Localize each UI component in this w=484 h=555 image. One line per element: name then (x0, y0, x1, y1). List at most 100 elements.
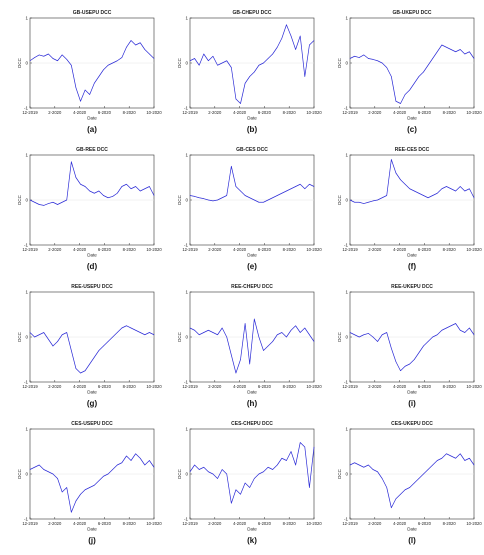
x-tick-label: 4-2020 (393, 384, 407, 389)
data-point (75, 177, 77, 178)
data-point (254, 318, 255, 320)
data-point (423, 345, 424, 347)
data-point (139, 190, 141, 192)
chart-panel: REE-CHEPU DCC 1 0 -112-2019 2-2020 4-2020 6-20… (177, 284, 322, 408)
y-axis-label: DCC (337, 468, 342, 478)
data-point (94, 193, 95, 194)
y-tick-label: -1 (24, 380, 28, 385)
chart-title: GB-USEPU DCC (73, 10, 112, 16)
data-point (71, 161, 72, 162)
data-point (144, 464, 146, 466)
data-point (135, 453, 136, 454)
data-point (309, 44, 310, 46)
series-line (349, 44, 475, 104)
data-point (75, 368, 77, 369)
data-point (258, 336, 260, 338)
data-point (363, 334, 365, 335)
data-point (427, 197, 429, 198)
data-point (107, 341, 109, 342)
x-tick-label: 6-2020 (98, 384, 112, 389)
x-tick-label: 2-2020 (48, 247, 62, 252)
data-point (368, 202, 369, 203)
data-point (290, 451, 292, 452)
data-point (130, 40, 132, 41)
data-point (441, 330, 443, 331)
panel-label: (l) (408, 536, 416, 545)
data-point (112, 469, 113, 470)
data-point (354, 202, 355, 203)
y-axis-label: DCC (17, 194, 22, 204)
data-point (203, 53, 205, 55)
series-line (189, 165, 315, 203)
data-point (212, 473, 214, 475)
series-line (349, 159, 475, 204)
data-point (277, 334, 278, 335)
x-tick-label: 8-2020 (123, 247, 137, 252)
data-point (126, 455, 127, 457)
data-point (130, 188, 132, 189)
x-tick-label: 6-2020 (98, 110, 112, 115)
series-line (349, 453, 475, 509)
data-point (231, 354, 232, 356)
data-point (464, 460, 466, 461)
data-point (212, 56, 214, 57)
data-point (409, 487, 410, 488)
series-line (189, 442, 315, 504)
x-tick-label: 10-2020 (466, 110, 482, 115)
data-point (66, 59, 67, 60)
data-point (94, 357, 95, 358)
data-point (48, 53, 49, 55)
data-point (473, 334, 475, 335)
data-point (446, 47, 447, 48)
x-tick-label: 8-2020 (283, 521, 297, 526)
data-point (249, 76, 250, 77)
data-point (244, 482, 246, 484)
data-point (249, 487, 250, 488)
data-point (43, 205, 45, 206)
data-point (52, 473, 54, 475)
y-tick-label: -1 (344, 517, 348, 522)
data-point (89, 363, 90, 365)
data-point (414, 359, 415, 360)
data-point (372, 336, 374, 338)
data-point (48, 471, 49, 472)
data-point (391, 507, 392, 508)
data-point (304, 327, 306, 329)
data-point (455, 323, 456, 324)
data-point (112, 336, 113, 338)
data-point (139, 458, 141, 459)
x-tick-label: 2-2020 (48, 521, 62, 526)
data-point (29, 469, 31, 470)
y-tick-label: 1 (185, 153, 188, 158)
data-point (194, 196, 195, 197)
data-point (121, 57, 123, 58)
data-point (98, 350, 100, 351)
x-tick-label: 12-2019 (342, 384, 358, 389)
y-tick-label: 1 (345, 290, 348, 295)
x-tick-label: 10-2020 (466, 247, 482, 252)
chart-panel: CES-USEPU DCC 1 0 -112-2019 2-2020 4-2020 6-20… (17, 421, 162, 545)
data-point (409, 89, 410, 91)
data-point (80, 101, 81, 102)
data-point (400, 103, 401, 104)
data-point (286, 460, 287, 461)
y-tick-label: 0 (25, 472, 28, 477)
data-point (286, 24, 287, 25)
data-point (34, 467, 35, 468)
x-axis-label: Date (247, 390, 257, 395)
data-point (89, 190, 90, 192)
data-point (372, 59, 374, 60)
data-point (52, 202, 54, 203)
y-tick-label: -1 (344, 380, 348, 385)
x-tick-label: 8-2020 (283, 384, 297, 389)
data-point (135, 186, 136, 187)
x-tick-label: 10-2020 (306, 110, 322, 115)
x-tick-label: 10-2020 (146, 247, 162, 252)
data-point (203, 198, 205, 199)
data-point (38, 204, 40, 205)
data-point (144, 334, 146, 335)
data-point (117, 193, 118, 194)
data-point (240, 190, 241, 192)
data-point (354, 56, 355, 57)
